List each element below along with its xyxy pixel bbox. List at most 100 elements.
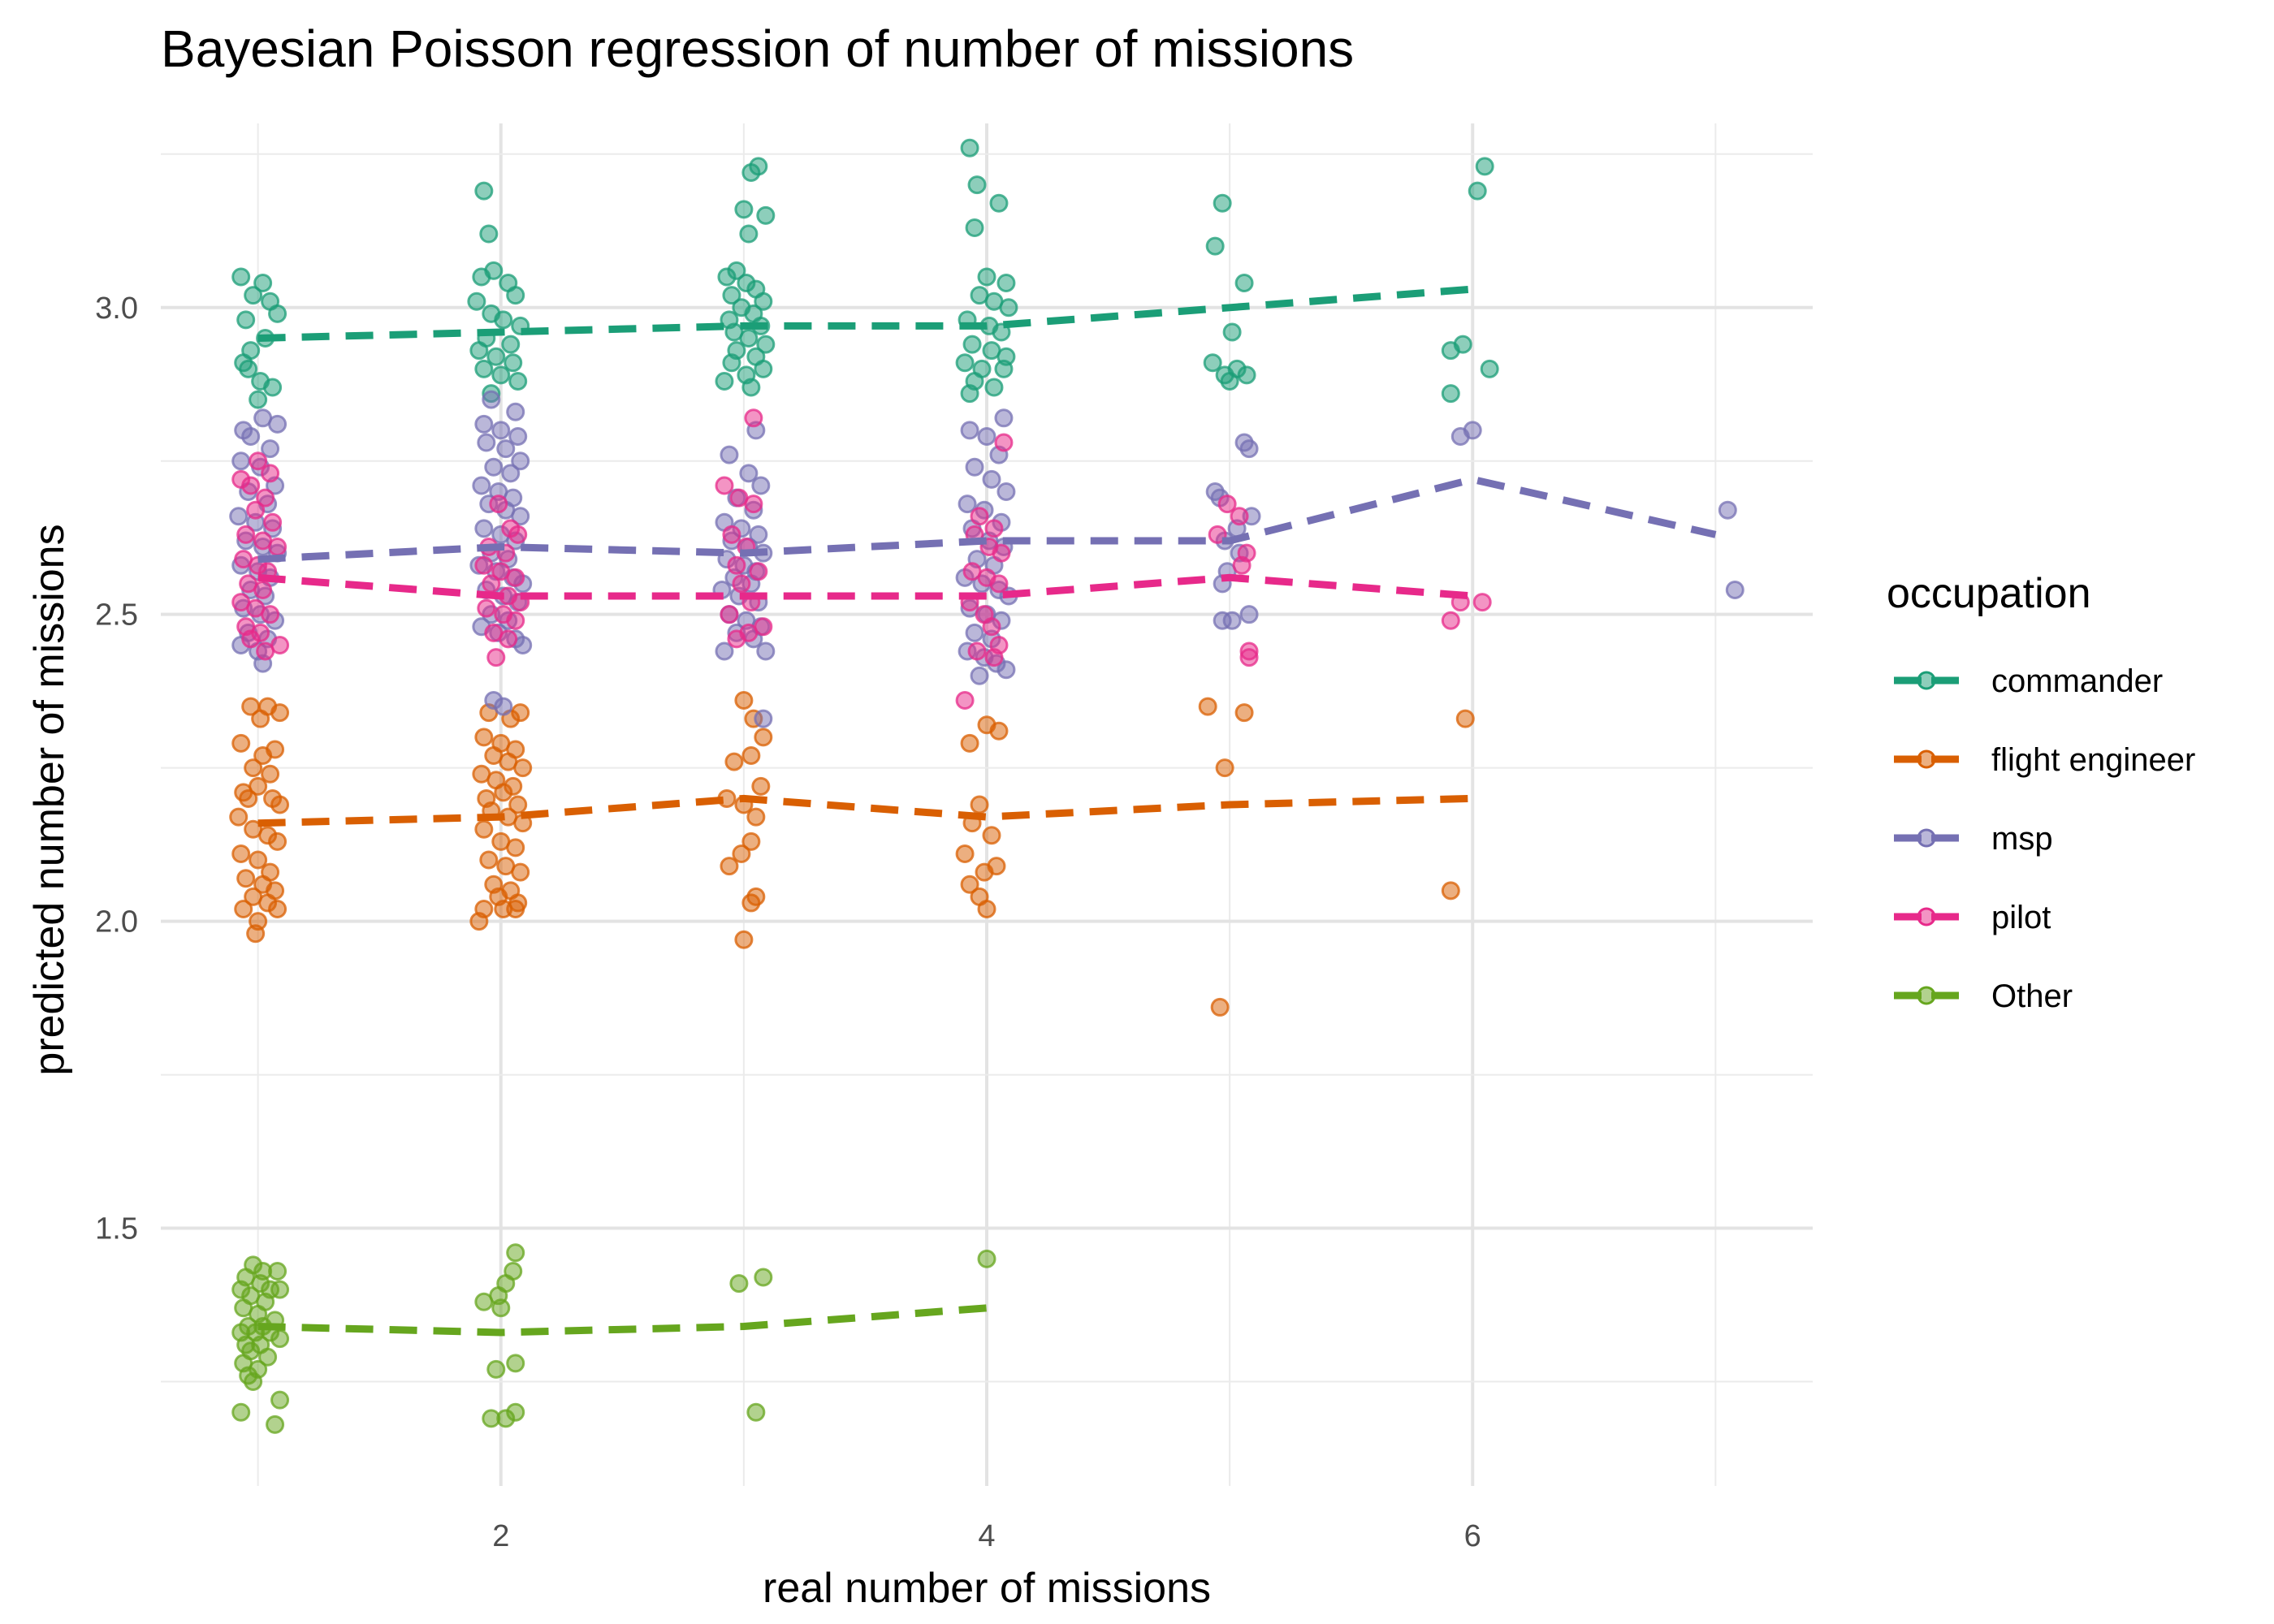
data-point	[754, 359, 773, 378]
data-point	[1468, 181, 1487, 201]
y-tick-label: 3.0	[95, 292, 138, 326]
data-point	[717, 267, 737, 287]
data-point	[756, 335, 776, 354]
data-point	[741, 746, 761, 766]
x-tick-label: 2	[492, 1519, 509, 1553]
data-point	[241, 476, 261, 495]
data-point	[715, 476, 734, 495]
data-point	[494, 783, 513, 802]
data-point	[1222, 611, 1242, 630]
data-point	[270, 795, 290, 814]
data-point	[739, 464, 759, 483]
data-point	[231, 844, 251, 863]
legend-key-point	[1917, 907, 1936, 926]
data-point	[474, 728, 494, 747]
legend-label: pilot	[1991, 900, 2051, 935]
data-point	[256, 488, 275, 508]
data-point	[508, 525, 528, 544]
data-point	[756, 205, 776, 225]
data-point	[992, 543, 1011, 563]
data-point	[241, 629, 261, 649]
data-point	[960, 384, 979, 404]
data-point	[229, 507, 249, 526]
data-point	[482, 390, 501, 409]
data-point	[970, 666, 989, 685]
data-point	[1455, 709, 1475, 728]
data-point	[249, 850, 268, 870]
data-point	[266, 1415, 285, 1434]
data-point	[508, 795, 528, 814]
series-line	[257, 1304, 988, 1337]
legend: occupation commander flight engineer msp pi…	[1887, 570, 2195, 1014]
y-tick-label: 2.5	[95, 598, 138, 633]
data-point	[984, 648, 1004, 667]
data-point	[511, 703, 530, 723]
data-point	[239, 788, 258, 808]
data-point	[1441, 611, 1460, 630]
data-point	[253, 580, 273, 599]
data-point	[1215, 758, 1234, 778]
data-points	[229, 138, 1744, 1434]
data-point	[499, 629, 518, 649]
data-point	[970, 507, 989, 526]
data-point	[1222, 322, 1242, 342]
data-point	[513, 758, 533, 778]
data-point	[491, 421, 511, 440]
data-point	[741, 378, 761, 397]
data-point	[229, 807, 249, 827]
data-point	[720, 445, 739, 464]
data-point	[749, 525, 768, 544]
data-point	[749, 157, 768, 176]
data-point	[244, 758, 263, 778]
x-axis-title: real number of missions	[763, 1565, 1211, 1612]
data-point	[231, 267, 251, 287]
data-point	[962, 335, 982, 354]
data-point	[989, 574, 1009, 594]
data-point	[244, 286, 263, 305]
data-point	[1239, 439, 1259, 459]
data-point	[987, 857, 1006, 876]
data-point	[508, 426, 528, 446]
legend-title: occupation	[1887, 570, 2091, 617]
data-point	[967, 175, 987, 195]
series-line	[257, 794, 1473, 827]
data-point	[739, 329, 759, 348]
data-point	[508, 371, 528, 391]
data-point	[474, 1292, 494, 1311]
data-point	[496, 1409, 516, 1428]
data-point	[261, 605, 280, 624]
data-point	[1203, 353, 1222, 373]
data-point	[994, 408, 1014, 428]
data-point	[469, 912, 489, 931]
data-point	[756, 641, 776, 661]
data-point	[960, 421, 979, 440]
data-point	[724, 752, 744, 771]
data-point	[268, 899, 287, 918]
data-point	[1198, 697, 1217, 716]
data-point	[239, 359, 258, 378]
data-point	[246, 924, 266, 944]
x-axis-ticks: 2 4 6	[492, 1519, 1481, 1553]
legend-label: msp	[1991, 821, 2053, 857]
data-point	[249, 451, 268, 471]
data-point	[754, 292, 773, 311]
data-point	[506, 1354, 525, 1373]
data-point	[960, 733, 979, 753]
data-point	[474, 819, 494, 839]
data-point	[741, 893, 761, 913]
x-tick-label: 6	[1464, 1519, 1481, 1553]
data-point	[749, 562, 768, 581]
data-point	[270, 1280, 290, 1299]
data-point	[506, 402, 525, 421]
data-point	[474, 359, 494, 378]
data-point	[253, 746, 273, 766]
legend-label: commander	[1991, 663, 2163, 699]
data-point	[970, 795, 989, 814]
data-point	[746, 1402, 766, 1422]
x-tick-label: 4	[978, 1519, 995, 1553]
data-point	[263, 512, 283, 532]
data-point	[256, 641, 275, 661]
data-point	[491, 1298, 511, 1318]
data-point	[1472, 593, 1492, 612]
data-point	[720, 605, 739, 624]
